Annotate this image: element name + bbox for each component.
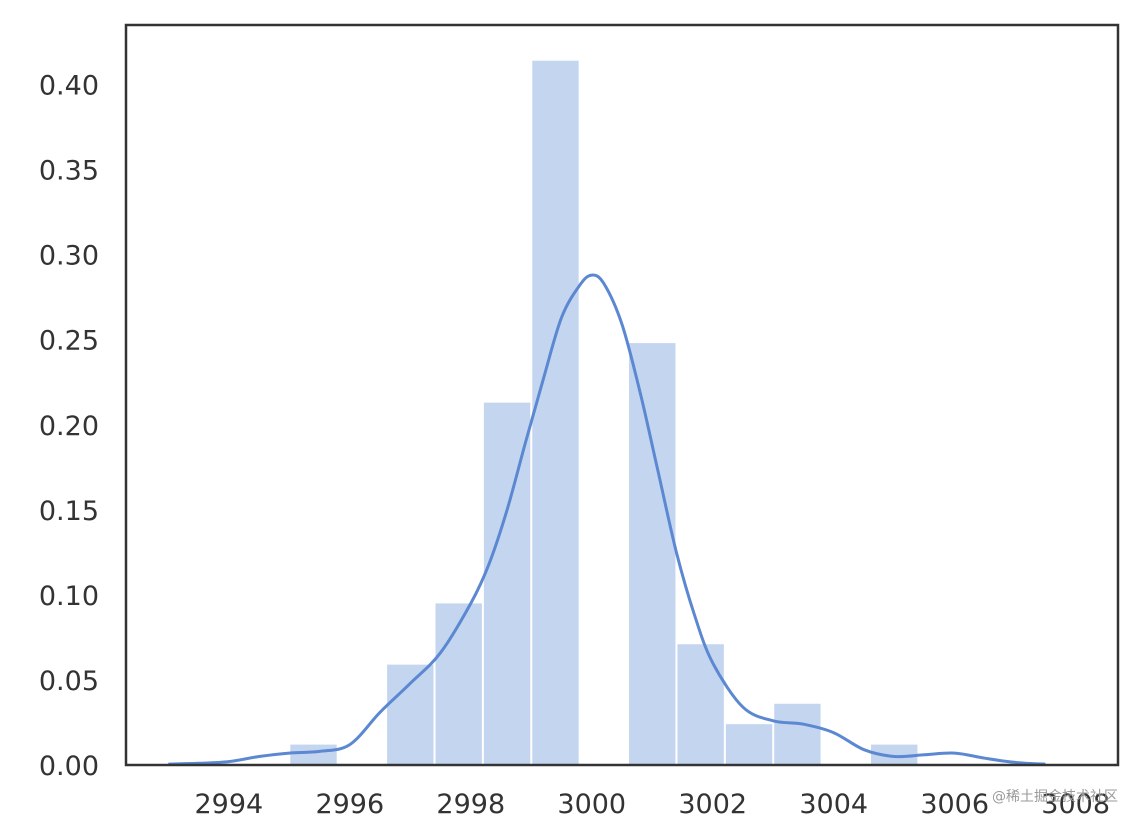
plot-frame-border <box>124 23 1120 767</box>
histogram-bar-2 <box>435 603 482 765</box>
plot-frame <box>124 23 1120 767</box>
kde-curve <box>168 273 1046 766</box>
x-tick-label-2994: 2994 <box>194 789 263 820</box>
y-tick-label-0.15: 0.15 <box>39 496 99 527</box>
histogram-bar-7 <box>725 724 773 765</box>
x-tick-label-3006: 3006 <box>920 789 989 820</box>
histogram-bar-5 <box>629 343 676 765</box>
x-tick-label-2998: 2998 <box>436 789 505 820</box>
histogram-bars <box>290 60 918 766</box>
histogram-bar-8 <box>774 703 821 765</box>
x-tick-label-3008: 3008 <box>1041 789 1110 820</box>
histogram-bar-0 <box>290 744 337 765</box>
histogram-bar-3 <box>483 402 531 765</box>
x-tick-label-2996: 2996 <box>315 789 384 820</box>
histogram-bar-4 <box>532 60 579 766</box>
watermark-text: @稀土掘金技术社区 <box>992 789 1118 805</box>
x-axis-ticks: 2994 2996 2998 3000 3002 3004 3006 3008 <box>194 789 1110 820</box>
histogram-bar-9 <box>871 744 918 765</box>
y-tick-label-0.00: 0.00 <box>39 751 99 782</box>
x-tick-label-3000: 3000 <box>557 789 626 820</box>
y-tick-label-0.05: 0.05 <box>39 666 99 697</box>
y-tick-label-0.20: 0.20 <box>39 411 99 442</box>
x-tick-label-3004: 3004 <box>799 789 868 820</box>
x-tick-label-3002: 3002 <box>678 789 747 820</box>
y-tick-label-0.25: 0.25 <box>39 326 99 357</box>
y-tick-label-0.30: 0.30 <box>39 241 99 272</box>
kde-curve-layer <box>168 273 1046 766</box>
y-tick-label-0.10: 0.10 <box>39 581 99 612</box>
y-tick-label-0.40: 0.40 <box>39 71 99 102</box>
y-tick-label-0.35: 0.35 <box>39 156 99 187</box>
histogram-bar-1 <box>387 664 434 765</box>
histogram-bar-6 <box>677 644 724 765</box>
y-axis-ticks: 0.00 0.05 0.10 0.15 0.20 0.25 0.30 0.35 0.40 <box>39 71 99 782</box>
